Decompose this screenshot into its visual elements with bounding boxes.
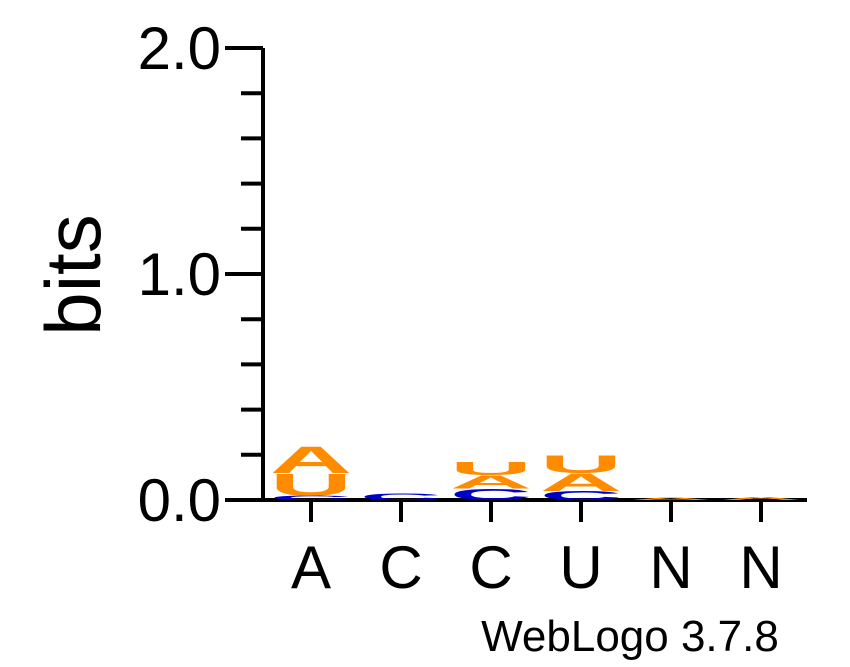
x-tick-label: U: [559, 534, 602, 601]
logo-letter-a: A: [540, 468, 622, 496]
logo-letter-a: A: [450, 472, 532, 493]
logo-letter-u: U: [540, 450, 622, 478]
x-tick-label: N: [649, 534, 692, 601]
logo-letter-c: C: [360, 492, 442, 502]
y-tick-label: 0.0: [138, 467, 221, 534]
logo-letter-a: A: [630, 497, 712, 501]
x-tick-label: C: [469, 534, 512, 601]
y-tick-label: 2.0: [138, 15, 221, 82]
y-axis-label: bits: [29, 214, 117, 335]
logo-letter-c: C: [450, 486, 532, 504]
logo-letter-a: A: [720, 496, 802, 501]
x-tick-label: C: [379, 534, 422, 601]
credit-text: WebLogo 3.7.8: [481, 612, 779, 661]
logo-letter-u: U: [450, 458, 532, 479]
logo-letter-c: C: [540, 489, 622, 503]
logo-letter-a: A: [270, 439, 352, 481]
logo-letter-c: C: [270, 494, 352, 501]
y-axis-ticks: 0.0 1.0 2.0: [138, 15, 263, 534]
x-tick-label: N: [739, 534, 782, 601]
x-tick-label: A: [291, 534, 331, 601]
y-tick-label: 1.0: [138, 241, 221, 308]
logo-letter-u: U: [270, 467, 352, 502]
